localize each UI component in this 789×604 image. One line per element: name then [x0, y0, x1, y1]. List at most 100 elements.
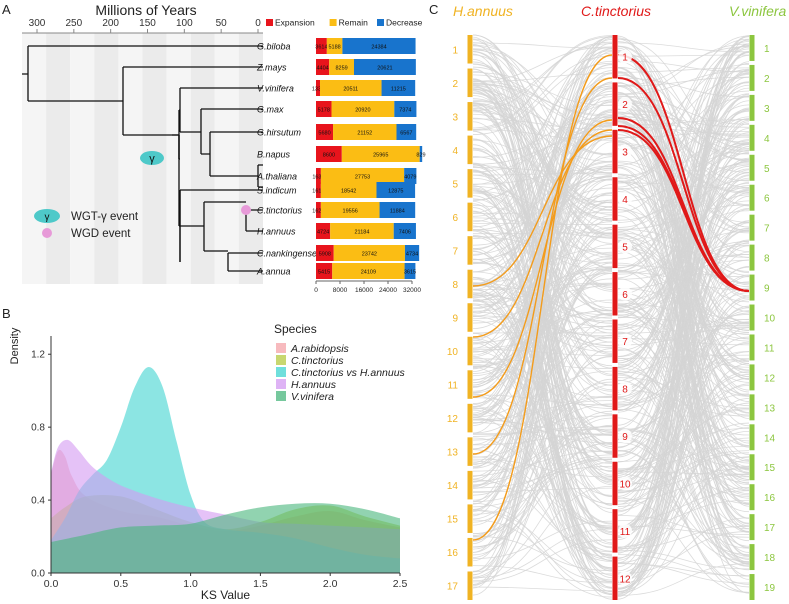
legend-swatch [276, 367, 286, 377]
chromosome-h-annuus [467, 135, 473, 165]
bar-segment-expansion [316, 223, 331, 239]
background-link-h-c [472, 519, 613, 583]
background-link-h-c [472, 167, 613, 175]
background-link-h-c [472, 86, 613, 289]
chromosome-label-h-annuus: 15 [447, 515, 459, 526]
bar-segment-decrease [404, 168, 417, 184]
background-link-c-v [617, 409, 750, 483]
chromosome-label-v-vinifera: 3 [764, 104, 770, 115]
background-link-h-c [472, 303, 613, 446]
background-link-h-c [472, 199, 613, 510]
background-link-h-c [472, 409, 613, 555]
background-link-h-c [472, 485, 613, 582]
chromosome-label-v-vinifera: 15 [764, 463, 776, 474]
background-link-h-c [472, 88, 613, 216]
highlight-link-h-annuus [472, 77, 613, 455]
chromosome-label-c-tinctorius: 7 [622, 337, 628, 348]
phylogenetic-tree [22, 45, 263, 272]
bar-segment-decrease [394, 101, 417, 117]
chromosome-label-v-vinifera: 4 [764, 134, 770, 145]
time-stripe [118, 33, 143, 284]
chromosome-h-annuus [467, 370, 473, 399]
background-link-h-c [472, 358, 613, 369]
background-link-h-c [472, 115, 613, 386]
background-link-h-c [472, 38, 613, 406]
bar-segment-remain [320, 80, 382, 96]
chromosome-v-vinifera [749, 394, 755, 421]
chromosome-v-vinifera [749, 64, 755, 91]
bar-axis-tick-label: 32000 [403, 287, 421, 294]
legend-swatch [276, 379, 286, 389]
bar-value-label: 11884 [390, 209, 405, 215]
background-link-h-c [472, 117, 613, 222]
background-link-h-c [472, 165, 613, 231]
y-tick-label: 1.2 [31, 350, 45, 361]
background-link-h-c [472, 465, 613, 489]
chromosome-label-bg [618, 523, 632, 538]
background-link-h-c [472, 117, 613, 393]
background-link-h-c [472, 129, 613, 141]
bar-segment-decrease [353, 59, 416, 75]
bar-value-label: 1338 [312, 87, 324, 93]
background-link-c-v [617, 456, 750, 594]
chromosome-label-bg [618, 429, 632, 444]
background-link-c-v [617, 417, 750, 571]
background-link-c-v [617, 229, 750, 371]
background-link-h-c [472, 300, 613, 569]
chromosome-label-h-annuus: 5 [452, 179, 458, 190]
background-link-c-v [617, 307, 750, 530]
chromosome-label-c-tinctorius: 12 [619, 574, 631, 585]
chromosome-h-annuus [467, 303, 473, 332]
background-link-c-v [617, 177, 750, 478]
background-link-h-c [472, 434, 613, 482]
background-link-h-c [472, 350, 613, 496]
background-link-h-c [472, 135, 613, 587]
background-link-c-v [617, 220, 750, 585]
background-link-c-v [617, 143, 750, 260]
chromosome-label-c-tinctorius: 6 [622, 290, 628, 301]
background-link-h-c [472, 93, 613, 228]
chromosome-v-vinifera [749, 574, 755, 600]
background-link-h-c [472, 415, 613, 437]
background-link-h-c [472, 81, 613, 469]
bar-axis-tick-label: 0 [314, 287, 318, 294]
background-link-h-c [472, 271, 613, 487]
y-axis-title: Density [9, 327, 21, 364]
background-link-h-c [472, 206, 613, 572]
background-link-c-v [617, 82, 750, 242]
chromosome-label-h-annuus: 2 [452, 79, 458, 90]
background-link-c-v [617, 144, 750, 497]
background-link-c-v [617, 336, 750, 494]
background-link-c-v [617, 53, 750, 340]
background-link-h-c [472, 319, 613, 520]
bar-segment-decrease [393, 223, 416, 239]
background-link-c-v [617, 113, 750, 128]
background-link-h-c [472, 262, 613, 558]
chromosome-label-h-annuus: 1 [452, 45, 458, 56]
bar-value-label: 1617 [312, 189, 324, 195]
chromosome-label-h-annuus: 9 [452, 314, 458, 325]
background-link-c-v [617, 474, 750, 501]
chromosome-label-v-vinifera: 11 [764, 343, 775, 354]
legend-label: H.annuus [291, 379, 337, 391]
legend-label: C.tinctorius vs H.annuus [291, 367, 406, 379]
bar-segment-expansion [316, 182, 321, 198]
background-link-h-c [472, 339, 613, 548]
bar-value-label: 25965 [373, 153, 388, 159]
bar-legend-swatch [377, 19, 384, 26]
chromosome-label-h-annuus: 6 [452, 213, 458, 224]
bar-value-label: 27753 [355, 175, 370, 181]
bar-segment-decrease [404, 245, 420, 261]
bar-segment-expansion [316, 168, 321, 184]
background-link-h-c [472, 348, 613, 585]
chromosome-label-c-tinctorius: 2 [622, 100, 628, 111]
bar-segment-remain [332, 263, 405, 279]
chromosome-label-v-vinifera: 18 [764, 553, 776, 564]
chromosome-c-tinctorius [612, 366, 618, 411]
bar-segment-remain [333, 124, 397, 140]
background-link-c-v [617, 138, 750, 480]
bar-segment-decrease [379, 202, 416, 218]
bar-segment-remain [326, 38, 343, 54]
chromosome-label-v-vinifera: 19 [764, 583, 776, 594]
y-tick-label: 0.8 [31, 423, 45, 434]
